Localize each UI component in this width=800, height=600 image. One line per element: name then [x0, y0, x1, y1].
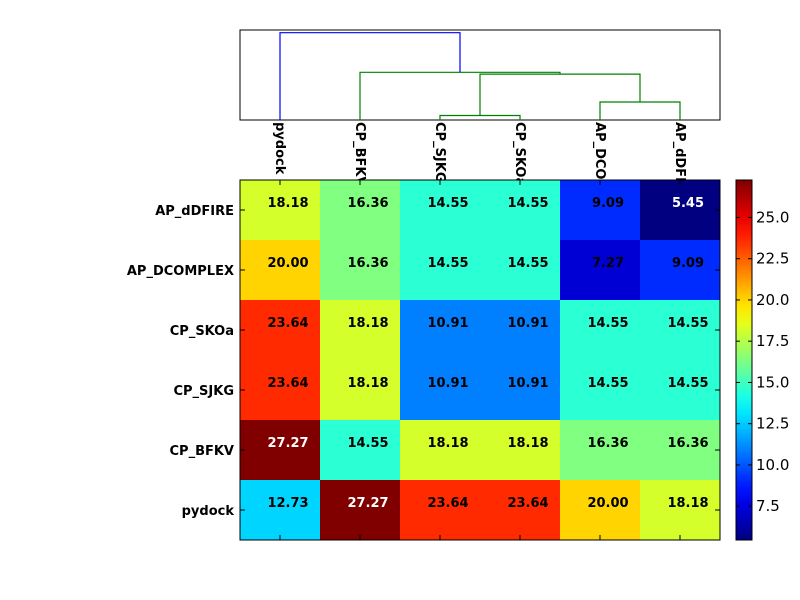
heatmap-cell [480, 300, 560, 360]
colorbar-tick-label: 12.5 [756, 415, 789, 433]
cell-value-label: 14.55 [427, 196, 468, 211]
cell-value-label: 7.27 [592, 256, 624, 271]
cell-value-label: 5.45 [672, 196, 704, 211]
heatmap-cell [640, 240, 720, 300]
heatmap-cell [640, 180, 720, 240]
heatmap-cell [320, 480, 400, 540]
cell-value-label: 14.55 [427, 256, 468, 271]
heatmap-cell [400, 480, 480, 540]
dendrogram [239, 29, 721, 121]
colorbar-tick-label: 15.0 [756, 373, 789, 391]
row-labels: AP_dDFIRE AP_DCOMPLEX CP_SKOa CP_SJKG CP_BFK… [127, 204, 234, 519]
heatmap-cell [480, 420, 560, 480]
colorbar-tick-label: 17.5 [756, 332, 789, 350]
cell-value-label: 16.36 [347, 256, 388, 271]
cell-value-label: 14.55 [587, 316, 628, 331]
heatmap-cell [240, 360, 320, 420]
cell-value-label: 10.91 [427, 316, 468, 331]
colorbar-tick-label: 7.5 [756, 497, 780, 515]
heatmap-cell [400, 240, 480, 300]
heatmap-cell [320, 240, 400, 300]
cell-value-label: 14.55 [667, 376, 708, 391]
heatmap-cell [240, 420, 320, 480]
heatmap-cell [640, 480, 720, 540]
cell-value-label: 18.18 [667, 496, 708, 511]
heatmap-cell [560, 180, 640, 240]
heatmap-cell [560, 360, 640, 420]
row-label: pydock [182, 504, 235, 519]
cell-value-label: 18.18 [267, 196, 308, 211]
heatmap-cell [480, 360, 560, 420]
colorbar-bar [735, 179, 753, 541]
row-label: CP_BFKV [170, 444, 235, 459]
heatmap-cell [560, 420, 640, 480]
heatmap-cell [640, 360, 720, 420]
cell-value-label: 23.64 [507, 496, 548, 511]
heatmap-frame [239, 179, 721, 541]
cell-value-label: 14.55 [587, 376, 628, 391]
heatmap-cell [560, 480, 640, 540]
row-label: CP_SJKG [173, 384, 234, 399]
heatmap-cell [560, 300, 640, 360]
heatmap-cell [400, 360, 480, 420]
heatmap-cell [480, 180, 560, 240]
heatmap-cell [320, 420, 400, 480]
cell-value-label: 14.55 [507, 256, 548, 271]
cell-value-label: 12.73 [267, 496, 308, 511]
dendrogram-link [279, 32, 461, 120]
row-label: AP_DCOMPLEX [127, 264, 234, 279]
cell-value-label: 14.55 [507, 196, 548, 211]
column-label: CP_SKOa [512, 122, 527, 186]
cell-value-label: 9.09 [592, 196, 624, 211]
cell-value-label: 18.18 [347, 316, 388, 331]
column-label: CP_BFKV [352, 122, 367, 187]
heatmap-cell [640, 420, 720, 480]
cell-value-label: 10.91 [507, 376, 548, 391]
cell-value-label: 18.18 [427, 436, 468, 451]
heatmap-cell [400, 180, 480, 240]
heatmap-grid: 18.18 16.36 14.55 14.55 9.09 5.45 20.00 16.36 14… [239, 179, 721, 541]
cell-value-label: 18.18 [507, 436, 548, 451]
heatmap-cell [480, 480, 560, 540]
colorbar: 7.5 10.0 12.5 15.0 17.5 20.0 22.5 25.0 [735, 179, 789, 541]
heatmap-cell [320, 360, 400, 420]
colorbar-tick-label: 25.0 [756, 208, 789, 226]
heatmap-cell [240, 480, 320, 540]
heatmap-cell [480, 240, 560, 300]
heatmap-cell [240, 180, 320, 240]
heatmap-cell [560, 240, 640, 300]
row-label: CP_SKOa [170, 324, 234, 339]
colorbar-tick-label: 22.5 [756, 250, 789, 268]
heatmap-cell [640, 300, 720, 360]
cell-value-label: 16.36 [347, 196, 388, 211]
cell-value-label: 14.55 [667, 316, 708, 331]
heatmap-cell [240, 300, 320, 360]
cell-value-label: 16.36 [667, 436, 708, 451]
heatmap-cell [320, 180, 400, 240]
heatmap-cell [400, 420, 480, 480]
cell-value-label: 16.36 [587, 436, 628, 451]
cell-value-label: 27.27 [347, 496, 388, 511]
cell-value-label: 10.91 [427, 376, 468, 391]
heatmap-cell [240, 240, 320, 300]
cell-value-label: 20.00 [587, 496, 628, 511]
column-label: CP_SJKG [432, 122, 447, 183]
cell-value-label: 9.09 [672, 256, 704, 271]
cell-value-label: 23.64 [267, 376, 308, 391]
cell-value-label: 23.64 [427, 496, 468, 511]
cell-value-label: 27.27 [267, 436, 308, 451]
cell-value-label: 14.55 [347, 436, 388, 451]
heatmap-cell [400, 300, 480, 360]
cell-value-label: 10.91 [507, 316, 548, 331]
cell-value-label: 20.00 [267, 256, 308, 271]
heatmap-cell [320, 300, 400, 360]
column-label: pydock [272, 122, 287, 175]
cell-value-label: 18.18 [347, 376, 388, 391]
colorbar-tick-label: 20.0 [756, 291, 789, 309]
cell-value-label: 23.64 [267, 316, 308, 331]
colorbar-tick-label: 10.0 [756, 456, 789, 474]
row-label: AP_dDFIRE [155, 204, 234, 219]
